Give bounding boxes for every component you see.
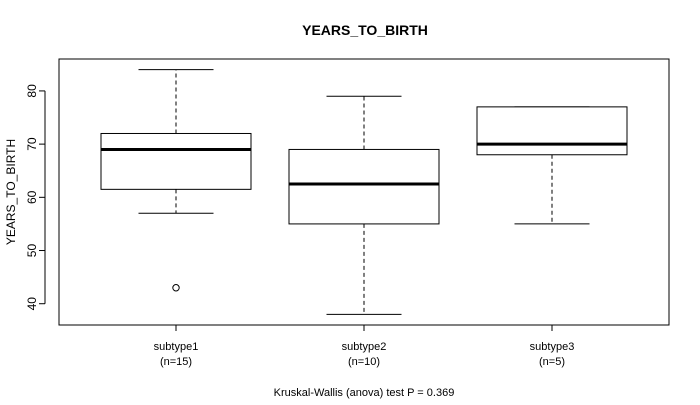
boxes-layer bbox=[100, 69, 628, 315]
x-axis: subtype1 (n=15) subtype2 (n=10) subtype3 (n=5… bbox=[154, 325, 575, 368]
x-tick-count-label: (n=10) bbox=[348, 356, 380, 368]
x-tick-label: subtype1 bbox=[154, 341, 199, 353]
y-tick-label: 60 bbox=[25, 190, 39, 204]
x-tick-count-label: (n=5) bbox=[539, 356, 565, 368]
chart-title: YEARS_TO_BIRTH bbox=[302, 22, 428, 38]
outlier-point bbox=[172, 284, 180, 292]
iqr-box bbox=[476, 106, 628, 156]
y-tick-label: 80 bbox=[25, 84, 39, 98]
box-subtype3 bbox=[476, 106, 628, 225]
y-tick-label: 70 bbox=[25, 137, 39, 151]
box-subtype1 bbox=[100, 69, 252, 292]
x-tick-label: subtype3 bbox=[530, 341, 575, 353]
y-axis-label: YEARS_TO_BIRTH bbox=[4, 139, 18, 245]
test-footer: Kruskal-Wallis (anova) test P = 0.369 bbox=[274, 387, 455, 399]
y-tick-label: 40 bbox=[25, 297, 39, 311]
box-subtype2 bbox=[288, 95, 440, 315]
y-tick-label: 50 bbox=[25, 244, 39, 258]
y-axis: 40 50 60 70 80 bbox=[25, 84, 46, 311]
iqr-box bbox=[288, 148, 440, 225]
x-tick-label: subtype2 bbox=[342, 341, 387, 353]
x-tick-count-label: (n=15) bbox=[160, 356, 192, 368]
iqr-box bbox=[100, 132, 252, 190]
